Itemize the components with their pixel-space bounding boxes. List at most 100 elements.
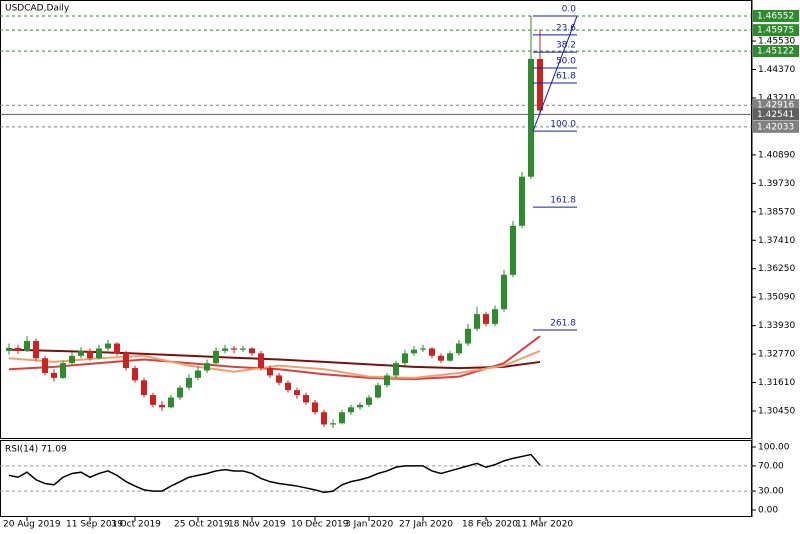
x-tick-label: 11 Mar 2020 [516, 520, 573, 530]
candle-body [357, 404, 363, 408]
candle-body [33, 341, 39, 359]
y-tick-label: 100.00 [758, 443, 790, 453]
candle-body [123, 353, 129, 369]
candle-body [204, 363, 210, 371]
candle-body [159, 404, 165, 408]
candle-body [258, 353, 264, 369]
price-label-box [753, 9, 799, 22]
chart-title: USDCAD,Daily [5, 4, 70, 14]
x-tick-label: 18 Feb 2020 [462, 520, 518, 530]
x-tick-label: 27 Jan 2020 [399, 520, 453, 530]
x-tick-label: 25 Oct 2019 [174, 520, 230, 530]
candle-body [438, 355, 444, 361]
fib-label: 0.0 [562, 5, 577, 15]
candle-body [150, 395, 156, 405]
candle-body [456, 343, 462, 354]
candle-body [60, 363, 66, 378]
candle-body [195, 370, 201, 378]
x-tick-label: 11 Sep 2019 [66, 520, 123, 530]
candle-body [114, 343, 120, 354]
candle-body [267, 368, 273, 376]
candle-body [366, 397, 372, 405]
price-label: 1.42033 [757, 122, 794, 132]
candle-body [24, 341, 30, 351]
candle-body [528, 58, 534, 177]
candle-body [348, 407, 354, 413]
candle-body [285, 382, 291, 391]
fib-label: 100.0 [550, 120, 576, 130]
main-frame [0, 0, 752, 439]
candle-body [168, 397, 174, 408]
candle-body [321, 412, 327, 425]
fib-label: 38.2 [556, 41, 576, 51]
candle-body [15, 347, 21, 351]
y-tick-label: 1.39730 [758, 179, 795, 189]
candle-body [420, 348, 426, 350]
candle-body [294, 390, 300, 396]
y-tick-label: 1.45530 [758, 37, 795, 47]
candle-body [402, 353, 408, 364]
fib-label: 61.8 [556, 72, 576, 82]
candle-body [69, 355, 75, 364]
candle-body [6, 347, 12, 351]
fib-label: 261.8 [550, 319, 576, 329]
x-tick-label: 18 Nov 2019 [228, 520, 286, 530]
candle-body [411, 349, 417, 354]
candle-body [177, 387, 183, 398]
price-label-box [753, 108, 799, 121]
fib-label: 161.8 [550, 196, 576, 206]
candle-body [429, 348, 435, 356]
price-label-box [753, 45, 799, 58]
candle-body [249, 348, 255, 354]
price-label: 1.42541 [757, 110, 794, 120]
candle-body [339, 412, 345, 424]
rsi-frame [0, 440, 752, 517]
y-tick-label: 1.31610 [758, 378, 795, 388]
moving-average [8, 335, 541, 381]
y-tick-label: 1.35090 [758, 293, 795, 303]
y-tick-label: 1.36250 [758, 264, 795, 274]
candle-body [132, 368, 138, 381]
candle-body [141, 380, 147, 396]
candle-body [519, 176, 525, 226]
candle-body [276, 375, 282, 383]
candle-body [375, 385, 381, 398]
y-tick-label: 1.38570 [758, 207, 795, 217]
price-label-box [753, 99, 799, 112]
y-tick-label: 70.00 [758, 461, 784, 471]
candle-body [78, 350, 84, 356]
candle-body [186, 377, 192, 388]
y-tick-label: 1.32770 [758, 350, 795, 360]
price-label: 1.46552 [757, 11, 794, 21]
candle-body [393, 363, 399, 376]
fib-label: 50.0 [556, 57, 576, 67]
candle-body [384, 375, 390, 386]
candle-body [105, 343, 111, 349]
price-label: 1.42916 [757, 101, 794, 111]
candle-body [447, 353, 453, 361]
y-tick-label: 1.33930 [758, 321, 795, 331]
candle-body [501, 274, 507, 310]
x-tick-label: 3 Jan 2020 [345, 520, 393, 530]
price-label: 1.45975 [757, 26, 794, 36]
candle-body [312, 402, 318, 413]
candle-body [510, 225, 516, 275]
candle-body [96, 348, 102, 359]
y-tick-label: 1.43210 [758, 93, 795, 103]
y-tick-label: 0.00 [758, 506, 778, 516]
price-label: 1.45122 [757, 47, 794, 57]
candle-body [483, 314, 489, 324]
candle-body [492, 309, 498, 324]
candle-body [303, 395, 309, 403]
candle-body [42, 358, 48, 373]
x-tick-label: 10 Dec 2019 [291, 520, 349, 530]
x-tick-label: 3 Oct 2019 [111, 520, 161, 530]
candle-body [222, 348, 228, 351]
candle-body [330, 423, 336, 425]
x-tick-label: 20 Aug 2019 [3, 520, 61, 530]
candle-body [87, 350, 93, 359]
price-label-box [753, 120, 799, 133]
rsi-title: RSI(14) 71.09 [5, 445, 67, 455]
candle-body [474, 314, 480, 329]
